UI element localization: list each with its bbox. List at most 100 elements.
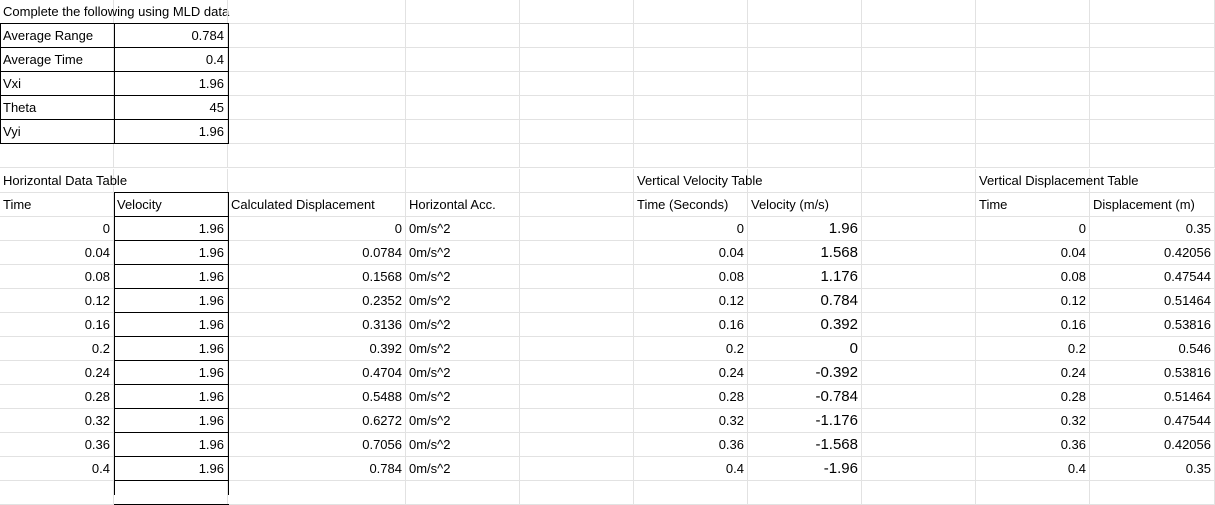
cell-r13-c7[interactable] (862, 313, 976, 337)
cell-r4-c7[interactable] (862, 96, 976, 120)
cell-r2-c9[interactable] (1090, 48, 1215, 72)
cell-r4-c2[interactable] (228, 96, 406, 120)
cell-r1-c5[interactable] (634, 24, 748, 48)
cell-r14-c4[interactable] (520, 337, 634, 361)
h-displacement[interactable]: 0.2352 (228, 289, 406, 313)
h-velocity[interactable]: 1.96 (114, 457, 228, 481)
cell-r9-c7[interactable] (862, 217, 976, 241)
h-acc[interactable]: 0m/s^2 (406, 241, 520, 265)
cell-r3-c7[interactable] (862, 72, 976, 96)
cell-r4-c8[interactable] (976, 96, 1090, 120)
cell-r19-c4[interactable] (520, 457, 634, 481)
h-time[interactable]: 0.04 (0, 241, 114, 265)
cell-r5-c4[interactable] (520, 120, 634, 144)
vv-header-time[interactable]: Time (Seconds) (634, 193, 748, 217)
h-velocity[interactable]: 1.96 (114, 241, 228, 265)
cell-r6-c1[interactable] (114, 144, 228, 168)
cell-r2-c8[interactable] (976, 48, 1090, 72)
vv-time[interactable]: 0.36 (634, 433, 748, 457)
vv-time[interactable]: 0.08 (634, 265, 748, 289)
cell-r20-c1[interactable] (114, 481, 228, 505)
horizontal-header-time[interactable]: Time (0, 193, 114, 217)
summary-value[interactable]: 1.96 (114, 72, 228, 96)
vd-time[interactable]: 0.2 (976, 337, 1090, 361)
cell-r11-c4[interactable] (520, 265, 634, 289)
cell-r3-c3[interactable] (406, 72, 520, 96)
cell-r5-c6[interactable] (748, 120, 862, 144)
cell-r20-c2[interactable] (228, 481, 406, 505)
cell-r11-c7[interactable] (862, 265, 976, 289)
cell-r19-c7[interactable] (862, 457, 976, 481)
summary-label[interactable]: Theta (0, 96, 114, 120)
cell-r2-c2[interactable] (228, 48, 406, 72)
cell-r1-c2[interactable] (228, 24, 406, 48)
h-time[interactable]: 0.2 (0, 337, 114, 361)
cell-r3-c6[interactable] (748, 72, 862, 96)
h-time[interactable]: 0.16 (0, 313, 114, 337)
vv-velocity[interactable]: 1.96 (748, 217, 862, 241)
cell-r7-c2[interactable] (228, 169, 406, 193)
cell-r7-c7[interactable] (862, 169, 976, 193)
cell-r17-c7[interactable] (862, 409, 976, 433)
h-acc[interactable]: 0m/s^2 (406, 385, 520, 409)
vv-velocity[interactable]: 1.176 (748, 265, 862, 289)
cell-r20-c3[interactable] (406, 481, 520, 505)
vd-time[interactable]: 0.28 (976, 385, 1090, 409)
cell-r5-c7[interactable] (862, 120, 976, 144)
cell-r0-c5[interactable] (634, 0, 748, 24)
h-time[interactable]: 0.28 (0, 385, 114, 409)
vd-time[interactable]: 0.36 (976, 433, 1090, 457)
cell-r20-c5[interactable] (634, 481, 748, 505)
cell-r4-c4[interactable] (520, 96, 634, 120)
cell-r15-c7[interactable] (862, 361, 976, 385)
cell-r6-c6[interactable] (748, 144, 862, 168)
h-time[interactable]: 0.08 (0, 265, 114, 289)
vd-displacement[interactable]: 0.42056 (1090, 241, 1215, 265)
cell-r0-c2[interactable] (228, 0, 406, 24)
cell-r0-c3[interactable] (406, 0, 520, 24)
cell-r3-c9[interactable] (1090, 72, 1215, 96)
summary-value[interactable]: 1.96 (114, 120, 228, 144)
cell-r6-c9[interactable] (1090, 144, 1215, 168)
h-acc[interactable]: 0m/s^2 (406, 457, 520, 481)
vd-displacement[interactable]: 0.47544 (1090, 265, 1215, 289)
cell-r17-c4[interactable] (520, 409, 634, 433)
vv-velocity[interactable]: -0.392 (748, 361, 862, 385)
vd-displacement[interactable]: 0.42056 (1090, 433, 1215, 457)
vd-time[interactable]: 0.04 (976, 241, 1090, 265)
h-displacement[interactable]: 0.5488 (228, 385, 406, 409)
h-acc[interactable]: 0m/s^2 (406, 265, 520, 289)
cell-r2-c5[interactable] (634, 48, 748, 72)
summary-value[interactable]: 0.4 (114, 48, 228, 72)
vd-displacement[interactable]: 0.47544 (1090, 409, 1215, 433)
vv-velocity[interactable]: -1.568 (748, 433, 862, 457)
vd-time[interactable]: 0.24 (976, 361, 1090, 385)
cell-r0-c6[interactable] (748, 0, 862, 24)
h-velocity[interactable]: 1.96 (114, 265, 228, 289)
h-displacement[interactable]: 0.6272 (228, 409, 406, 433)
cell-r10-c4[interactable] (520, 241, 634, 265)
cell-r14-c7[interactable] (862, 337, 976, 361)
vv-time[interactable]: 0.24 (634, 361, 748, 385)
vd-displacement[interactable]: 0.546 (1090, 337, 1215, 361)
vd-displacement[interactable]: 0.35 (1090, 457, 1215, 481)
vv-time[interactable]: 0.16 (634, 313, 748, 337)
h-time[interactable]: 0.24 (0, 361, 114, 385)
cell-r0-c1[interactable] (114, 0, 228, 24)
vd-header-displacement[interactable]: Displacement (m) (1090, 193, 1215, 217)
cell-r5-c5[interactable] (634, 120, 748, 144)
summary-label[interactable]: Vyi (0, 120, 114, 144)
cell-r6-c3[interactable] (406, 144, 520, 168)
cell-r6-c0[interactable] (0, 144, 114, 168)
cell-r6-c8[interactable] (976, 144, 1090, 168)
vd-displacement[interactable]: 0.53816 (1090, 361, 1215, 385)
h-velocity[interactable]: 1.96 (114, 289, 228, 313)
cell-r6-c7[interactable] (862, 144, 976, 168)
cell-r7-c6[interactable] (748, 169, 862, 193)
cell-r5-c3[interactable] (406, 120, 520, 144)
sheet-title[interactable]: Complete the following using MLD data (0, 0, 229, 24)
vv-time[interactable]: 0.2 (634, 337, 748, 361)
cell-r9-c4[interactable] (520, 217, 634, 241)
h-time[interactable]: 0.4 (0, 457, 114, 481)
vv-time[interactable]: 0.12 (634, 289, 748, 313)
